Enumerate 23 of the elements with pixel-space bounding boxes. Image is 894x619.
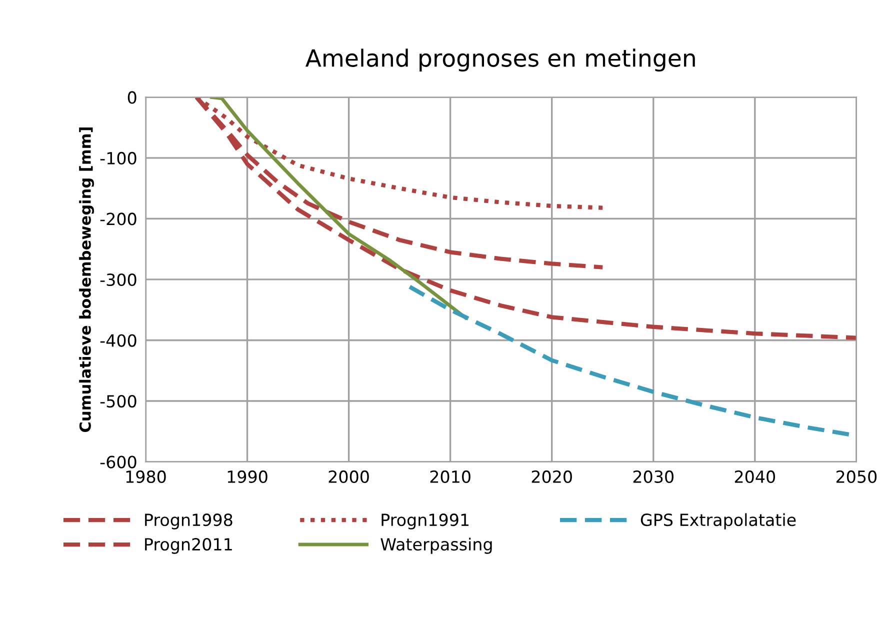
y-tick-label: 0 [128, 91, 136, 104]
x-tick-label: 2010 [430, 470, 470, 484]
legend-label: Progn1998 [145, 514, 232, 530]
x-tick-label: 1990 [228, 470, 268, 484]
y-tick-label: -200 [100, 212, 136, 226]
y-tick-label: -300 [100, 273, 136, 286]
legend-label: Waterpassing [380, 538, 492, 554]
y-tick-label: -100 [100, 152, 136, 165]
chart-title: Ameland prognoses en metingen [305, 48, 695, 72]
legend-label: Progn2011 [145, 538, 232, 554]
x-tick-label: 1980 [126, 470, 166, 484]
x-tick-label: 2050 [836, 470, 877, 484]
y-tick-label: -400 [100, 334, 136, 347]
y-axis-title: Cumulatieve bodembeweging [mm] [79, 128, 94, 432]
legend-label: Progn1991 [382, 514, 469, 530]
x-tick-label: 2000 [328, 470, 369, 484]
x-tick-label: 2030 [633, 470, 674, 484]
x-tick-label: 2020 [532, 470, 572, 484]
legend-label: GPS Extrapolatatie [640, 513, 796, 530]
x-tick-label: 2040 [734, 470, 776, 484]
y-tick-label: -600 [100, 456, 136, 468]
y-tick-label: -500 [100, 394, 136, 408]
line-series [210, 97, 468, 320]
